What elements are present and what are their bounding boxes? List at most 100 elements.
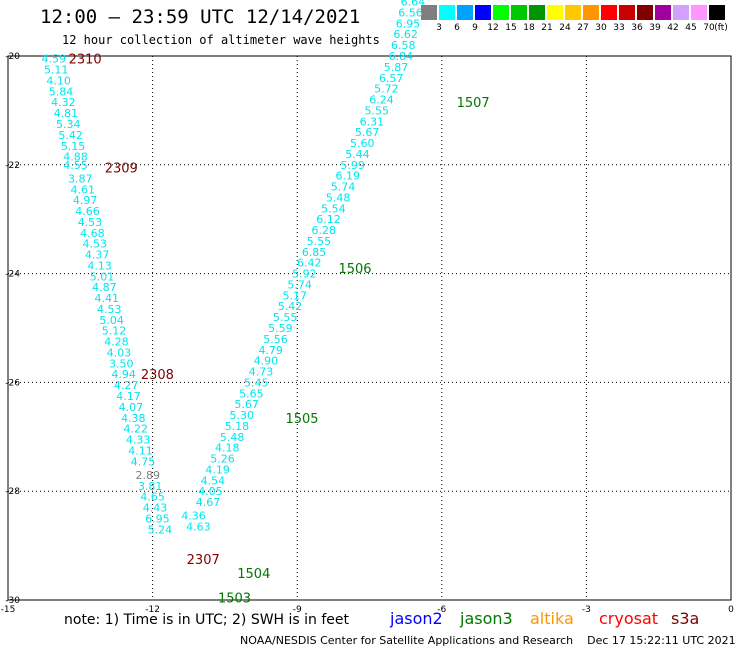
legend-swatch bbox=[709, 5, 726, 20]
color-legend: (ft) 3 6 9 12 15 18 21 24 27 30 33 36 39 42 45 70 bbox=[421, 5, 731, 35]
swh-value: 5.12 bbox=[102, 325, 127, 338]
swh-value: 4.43 bbox=[143, 502, 168, 515]
swh-value: 5.67 bbox=[355, 126, 380, 139]
pass-time-label: 2308 bbox=[141, 368, 174, 383]
swh-value: 6.12 bbox=[316, 213, 341, 226]
swh-value: 5.17 bbox=[283, 289, 308, 302]
swh-value: 5.48 bbox=[220, 431, 245, 444]
swh-value: 4.32 bbox=[51, 96, 76, 109]
swh-value: 5.11 bbox=[44, 64, 69, 77]
swh-value: 4.18 bbox=[215, 442, 240, 455]
swh-value: 4.03 bbox=[107, 346, 132, 359]
y-tick-label: -22 bbox=[5, 161, 20, 171]
legend-label: 6 bbox=[454, 23, 460, 33]
swh-value: 5.55 bbox=[307, 235, 332, 248]
legend-label: 33 bbox=[613, 23, 625, 33]
swh-value: 5.48 bbox=[326, 191, 351, 204]
swh-value: 4.90 bbox=[254, 355, 279, 368]
swh-value: 6.31 bbox=[360, 115, 385, 128]
x-tick-label: -3 bbox=[582, 605, 591, 615]
legend-label: 24 bbox=[559, 23, 571, 33]
swh-value: 4.75 bbox=[131, 455, 156, 468]
swh-value: 4.33 bbox=[126, 434, 151, 447]
swh-value: 5.74 bbox=[287, 278, 312, 291]
swh-value: 3.87 bbox=[68, 172, 93, 185]
swh-value: 5.65 bbox=[239, 387, 264, 400]
y-tick-label: -28 bbox=[5, 487, 20, 497]
swh-value: 6.84 bbox=[389, 50, 414, 63]
swh-value: 2.89 bbox=[136, 469, 161, 482]
legend-swatch bbox=[565, 5, 582, 20]
legend-swatch bbox=[457, 5, 474, 20]
swh-value: 4.38 bbox=[121, 412, 146, 425]
swh-value: 4.67 bbox=[196, 496, 221, 509]
y-tick-label: -24 bbox=[5, 270, 20, 280]
legend-jason2: jason2 bbox=[390, 609, 443, 628]
swh-value: 6.58 bbox=[391, 39, 416, 52]
swh-value: 5.72 bbox=[374, 83, 399, 96]
legend-swatch bbox=[691, 5, 708, 20]
y-tick-label: -30 bbox=[5, 596, 20, 606]
pass-time-label: 2309 bbox=[105, 162, 138, 177]
swh-value: 6.57 bbox=[379, 72, 404, 85]
swh-value: 4.79 bbox=[258, 344, 283, 357]
swh-value: 6.95 bbox=[145, 512, 170, 525]
swh-value: 4.88 bbox=[63, 151, 88, 164]
y-tick-label: -20 bbox=[5, 52, 20, 62]
legend-swatch bbox=[421, 5, 438, 20]
swh-value: 4.53 bbox=[83, 238, 108, 251]
swh-value: 4.53 bbox=[97, 303, 122, 316]
swh-value: 4.27 bbox=[114, 379, 139, 392]
legend-label: 9 bbox=[472, 23, 478, 33]
legend-label: 45 bbox=[685, 23, 697, 33]
swh-value: 4.54 bbox=[201, 474, 226, 487]
swh-value: 4.19 bbox=[205, 463, 230, 476]
swh-value: 4.11 bbox=[128, 444, 153, 457]
y-tick-label: -26 bbox=[5, 378, 20, 388]
pass-time-label: 1507 bbox=[457, 96, 490, 111]
swh-value: 5.44 bbox=[345, 148, 370, 161]
map-title: 12:00 — 23:59 UTC 12/14/2021 bbox=[40, 6, 361, 28]
swh-value: 4.87 bbox=[92, 281, 117, 294]
legend-swatch bbox=[547, 5, 564, 20]
legend-unit: (ft) bbox=[714, 23, 728, 33]
pass-time-label: 1505 bbox=[285, 412, 318, 427]
legend-label: 12 bbox=[487, 23, 499, 33]
swh-value: 4.36 bbox=[181, 510, 206, 523]
swh-value: 5.55 bbox=[364, 104, 389, 117]
swh-value: 4.28 bbox=[104, 336, 129, 349]
legend-label: 18 bbox=[523, 23, 535, 33]
swh-value: 4.61 bbox=[70, 183, 95, 196]
x-tick-label: -15 bbox=[1, 605, 16, 615]
swh-value: 4.05 bbox=[198, 485, 223, 498]
legend-swatch bbox=[493, 5, 510, 20]
swh-value: 4.97 bbox=[73, 194, 98, 207]
swh-value: 5.67 bbox=[234, 398, 259, 411]
x-tick-label: -6 bbox=[437, 605, 446, 615]
swh-value: 5.92 bbox=[292, 268, 317, 281]
pass-time-label: 1506 bbox=[338, 262, 371, 277]
swh-value: 6.85 bbox=[302, 246, 327, 259]
pass-time-label: 2310 bbox=[69, 53, 102, 68]
map-frame bbox=[7, 55, 732, 601]
legend-swatch bbox=[655, 5, 672, 20]
swh-value: 6.56 bbox=[398, 6, 423, 19]
swh-value: 5.15 bbox=[61, 140, 86, 153]
swh-value: 5.30 bbox=[230, 409, 255, 422]
legend-swatch bbox=[673, 5, 690, 20]
legend-cryosat: cryosat bbox=[599, 609, 659, 628]
pass-time-label: 2307 bbox=[187, 553, 220, 568]
legend-swatch bbox=[475, 5, 492, 20]
swh-value: 4.07 bbox=[119, 401, 144, 414]
legend-swatch bbox=[511, 5, 528, 20]
legend-label: 36 bbox=[631, 23, 643, 33]
swh-value: 6.19 bbox=[336, 170, 361, 183]
swh-value: 5.87 bbox=[384, 61, 409, 74]
swh-value: 5.54 bbox=[321, 202, 346, 215]
swh-value: 5.84 bbox=[49, 85, 74, 98]
legend-label: 39 bbox=[649, 23, 661, 33]
pass-time-label: 1503 bbox=[218, 591, 251, 606]
footer-note: note: 1) Time is in UTC; 2) SWH is in fe… bbox=[64, 612, 350, 628]
credit-line: NOAA/NESDIS Center for Satellite Applica… bbox=[240, 634, 736, 647]
